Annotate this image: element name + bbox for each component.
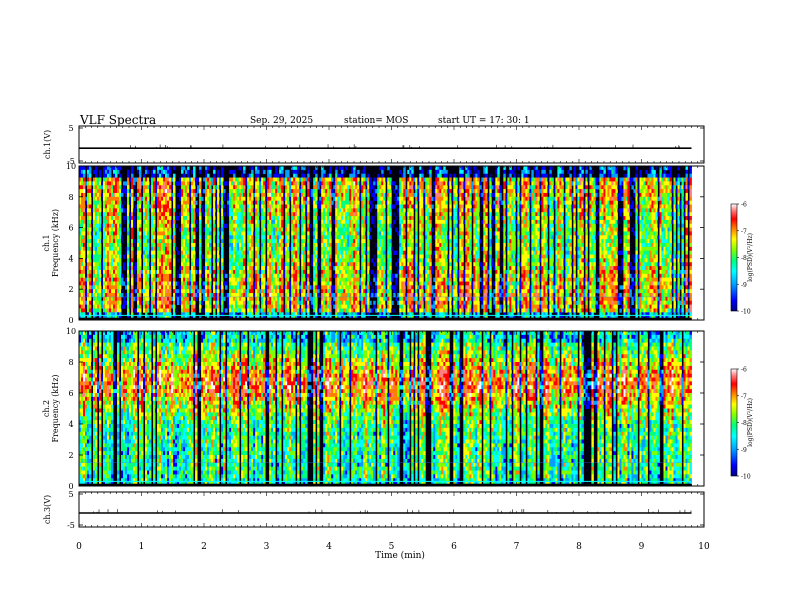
- colorbar-tick-label: -10: [741, 309, 751, 316]
- colorbar-tick-label: -8: [741, 420, 747, 427]
- colorbar-1: [730, 203, 738, 312]
- x-tick-label: 9: [639, 542, 645, 552]
- x-tick-label: 4: [326, 542, 332, 552]
- colorbar-tick-label: -6: [741, 202, 747, 209]
- x-tick-label: 6: [451, 542, 457, 552]
- y-tick-label: 10: [66, 162, 76, 171]
- colorbar-2: [730, 368, 738, 477]
- y-tick-label: 2: [68, 451, 73, 460]
- y-tick-label: 0: [68, 482, 73, 491]
- y-tick-label: 10: [66, 327, 76, 336]
- x-tick-label: 2: [201, 542, 207, 552]
- spectrogram-ch2: [79, 331, 692, 487]
- colorbar-label: log(PSD)(V²/Hz): [747, 398, 754, 447]
- colorbar-tick-label: -10: [741, 474, 751, 481]
- panel-frame: [78, 125, 705, 164]
- date-label: Sep. 29, 2025: [250, 116, 313, 126]
- chart-title: VLF Spectra: [80, 113, 156, 127]
- ch2-freq-ylabel: Frequency (kHz): [51, 374, 60, 442]
- ch2-freq-ylabel-ch: ch.2: [42, 400, 51, 417]
- y-tick-label: 6: [68, 389, 73, 398]
- colorbar-tick-label: -9: [741, 447, 747, 454]
- colorbar-label: log(PSD)(V²/Hz): [747, 233, 754, 282]
- ch3-ylabel: ch.3(V): [43, 495, 52, 524]
- y-tick-label: 2: [68, 285, 73, 294]
- x-tick-label: 7: [514, 542, 520, 552]
- colorbar-tick-label: -8: [741, 255, 747, 262]
- y-tick-label: -5: [67, 521, 75, 530]
- colorbar-tick-label: -6: [741, 367, 747, 374]
- y-tick-label: 8: [68, 193, 73, 202]
- colorbar-tick-label: -7: [741, 393, 747, 400]
- station-label: station= MOS: [344, 116, 408, 126]
- y-tick-label: 5: [68, 490, 73, 499]
- y-tick-label: 4: [68, 254, 73, 263]
- start-time-label: start UT = 17: 30: 1: [438, 116, 530, 126]
- ch1-ylabel: ch.1(V): [43, 130, 52, 159]
- colorbar-tick-label: -7: [741, 228, 747, 235]
- y-tick-label: -5: [67, 157, 75, 166]
- y-tick-label: 8: [68, 358, 73, 367]
- x-tick-label: 0: [76, 542, 82, 552]
- x-tick-label: 10: [698, 542, 710, 552]
- spectrogram-ch1: [79, 166, 692, 321]
- x-axis-label: Time (min): [375, 550, 425, 561]
- x-tick-label: 5: [389, 542, 395, 552]
- y-tick-label: 0: [68, 316, 73, 325]
- colorbar-tick-label: -9: [741, 282, 747, 289]
- y-tick-label: 5: [68, 124, 73, 133]
- x-tick-label: 8: [576, 542, 582, 552]
- x-tick-label: 3: [264, 542, 270, 552]
- panel-frame: [78, 491, 705, 528]
- y-tick-label: 6: [68, 224, 73, 233]
- x-tick-label: 1: [139, 542, 145, 552]
- ch1-freq-ylabel: Frequency (kHz): [51, 209, 60, 277]
- y-tick-label: 4: [68, 420, 73, 429]
- ch1-freq-ylabel-ch: ch.1: [42, 234, 51, 251]
